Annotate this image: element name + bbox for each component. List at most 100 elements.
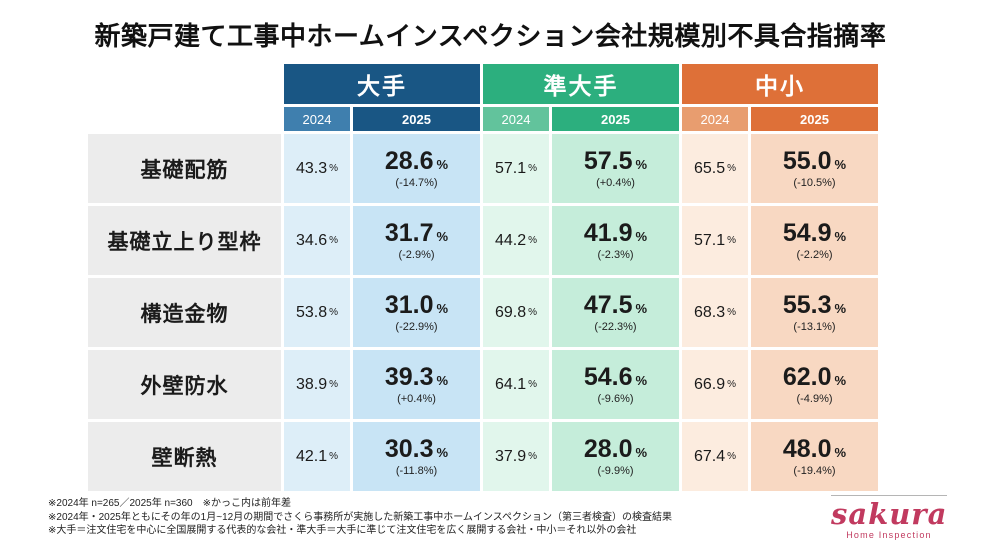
value-2025-line: 55.0%: [782, 146, 846, 175]
row-label: 基礎配筋: [88, 134, 281, 203]
percent-sign: %: [528, 307, 538, 318]
value-number: 41.9: [583, 218, 633, 247]
footnotes: ※2024年 n=265／2025年 n=360 ※かっこ内は前年差 ※2024…: [48, 497, 672, 538]
percent-sign: %: [834, 444, 847, 460]
page-title: 新築戸建て工事中ホームインスペクション会社規模別不具合指摘率: [94, 21, 887, 51]
value-2025: 28.6% (-14.7%): [353, 134, 480, 203]
value-number: 31.7: [384, 218, 434, 247]
value-number: 62.0: [782, 362, 832, 391]
value-2024: 57.1%: [682, 206, 748, 275]
percent-sign: %: [329, 379, 339, 390]
percent-sign: %: [635, 372, 648, 388]
percent-sign: %: [727, 379, 737, 390]
value-number: 65.5: [693, 159, 726, 177]
value-number: 34.6: [295, 231, 328, 249]
percent-sign: %: [528, 235, 538, 246]
row-label: 壁断熱: [88, 422, 281, 491]
percent-sign: %: [436, 372, 449, 388]
year-header-semi-2024: 2024: [483, 107, 549, 131]
value-number: 31.0: [384, 290, 434, 319]
value-2025-line: 31.0%: [384, 290, 449, 319]
defect-rate-table: 大手 準大手 中小 2024 2025 2024 2025 2024 2025 …: [88, 64, 878, 491]
value-number: 55.3: [782, 290, 832, 319]
value-number: 30.3: [384, 434, 434, 463]
yoy-diff: (-11.8%): [395, 464, 438, 477]
value-number: 57.5: [583, 146, 633, 175]
yoy-diff: (-19.4%): [793, 464, 836, 477]
value-number: 39.3: [384, 362, 434, 391]
group-header-major: 大手: [284, 64, 480, 104]
value-2025: 31.0% (-22.9%): [353, 278, 480, 347]
yoy-diff: (-2.2%): [796, 248, 833, 261]
value-number: 57.1: [494, 159, 527, 177]
value-number: 28.6: [384, 146, 434, 175]
yoy-diff: (-10.5%): [793, 176, 836, 189]
row-label: 外壁防水: [88, 350, 281, 419]
yoy-diff: (-4.9%): [796, 392, 833, 405]
value-2024: 65.5%: [682, 134, 748, 203]
value-number: 53.8: [295, 303, 328, 321]
yoy-diff: (-22.3%): [594, 320, 637, 333]
value-number: 55.0: [782, 146, 832, 175]
value-2025-line: 28.0%: [583, 434, 647, 463]
yoy-diff: (-9.6%): [597, 392, 634, 405]
value-2025-line: 30.3%: [384, 434, 449, 463]
value-2025: 31.7% (-2.9%): [353, 206, 480, 275]
value-2024: 67.4%: [682, 422, 748, 491]
percent-sign: %: [528, 451, 538, 462]
percent-sign: %: [329, 235, 339, 246]
percent-sign: %: [436, 156, 449, 172]
value-2025: 55.3% (-13.1%): [751, 278, 878, 347]
sakura-logo-wordmark: sakura: [831, 497, 948, 531]
percent-sign: %: [528, 163, 538, 174]
value-2025: 57.5% (+0.4%): [552, 134, 679, 203]
value-2024: 64.1%: [483, 350, 549, 419]
percent-sign: %: [329, 163, 339, 174]
value-number: 38.9: [295, 375, 328, 393]
percent-sign: %: [436, 444, 449, 460]
value-2025: 54.6% (-9.6%): [552, 350, 679, 419]
percent-sign: %: [635, 156, 648, 172]
value-2025: 48.0% (-19.4%): [751, 422, 878, 491]
value-number: 64.1: [494, 375, 527, 393]
value-2024: 57.1%: [483, 134, 549, 203]
year-header-major-2024: 2024: [284, 107, 350, 131]
value-2024: 34.6%: [284, 206, 350, 275]
table-corner: [88, 107, 281, 131]
table-corner: [88, 64, 281, 104]
sakura-logo-subtitle: Home Inspection: [846, 530, 932, 541]
percent-sign: %: [834, 372, 847, 388]
footnote-line: ※2024年・2025年ともにその年の1月~12月の期間でさくら事務所が実施した…: [48, 511, 672, 523]
value-2024: 43.3%: [284, 134, 350, 203]
yoy-diff: (-22.9%): [395, 320, 438, 333]
value-2025: 54.9% (-2.2%): [751, 206, 878, 275]
value-2025-line: 39.3%: [384, 362, 449, 391]
value-2025-line: 54.9%: [783, 220, 847, 246]
value-number: 57.1: [693, 231, 726, 249]
value-2025-line: 54.6%: [584, 364, 648, 390]
value-2024: 53.8%: [284, 278, 350, 347]
value-number: 28.0: [583, 434, 633, 463]
value-2025: 55.0% (-10.5%): [751, 134, 878, 203]
year-header-major-2025: 2025: [353, 107, 480, 131]
percent-sign: %: [727, 307, 737, 318]
footnote-line: ※2024年 n=265／2025年 n=360 ※かっこ内は前年差: [48, 498, 291, 509]
value-number: 68.3: [693, 303, 726, 321]
percent-sign: %: [727, 163, 737, 174]
yoy-diff: (+0.4%): [596, 176, 635, 189]
year-header-small-2025: 2025: [751, 107, 878, 131]
group-header-small-medium: 中小: [682, 64, 878, 104]
percent-sign: %: [834, 228, 847, 244]
percent-sign: %: [436, 228, 449, 244]
percent-sign: %: [528, 379, 538, 390]
percent-sign: %: [635, 300, 648, 316]
year-header-small-2024: 2024: [682, 107, 748, 131]
percent-sign: %: [329, 307, 339, 318]
yoy-diff: (-14.7%): [395, 176, 438, 189]
percent-sign: %: [635, 228, 648, 244]
value-2024: 69.8%: [483, 278, 549, 347]
year-header-semi-2025: 2025: [552, 107, 679, 131]
percent-sign: %: [436, 300, 449, 316]
value-2025-line: 28.6%: [384, 146, 449, 175]
value-2025: 39.3% (+0.4%): [353, 350, 480, 419]
